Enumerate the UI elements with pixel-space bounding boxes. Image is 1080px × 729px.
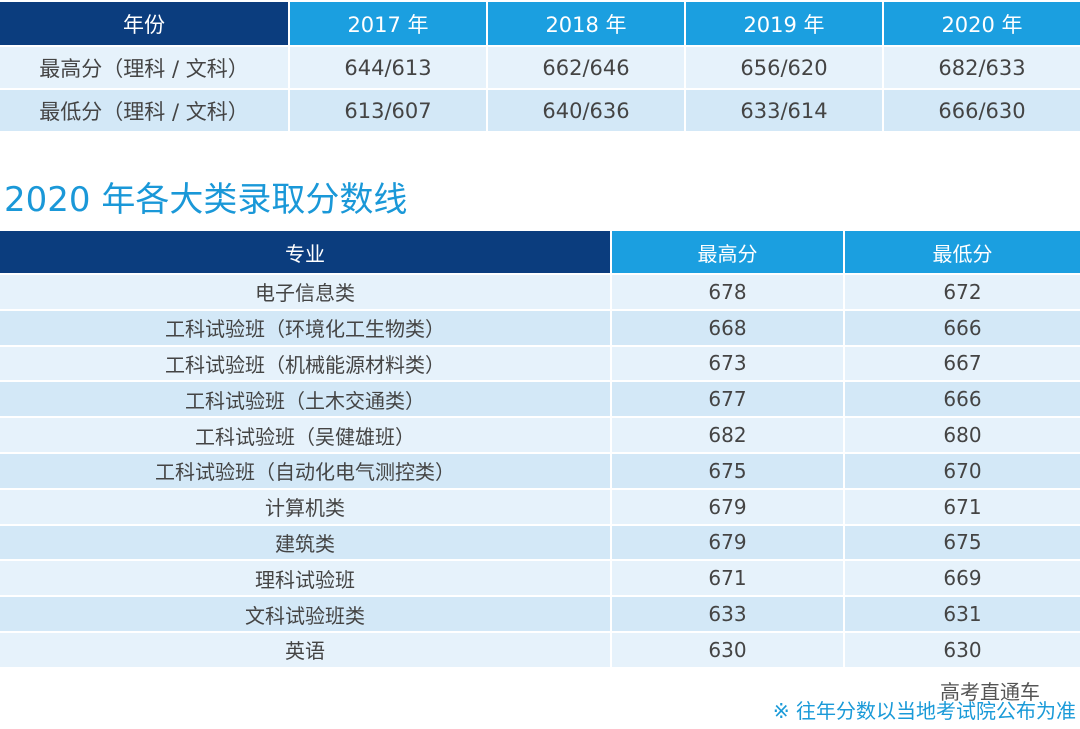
cell: 666/630 (884, 90, 1080, 131)
header-row: 年份 2017 年 2018 年 2019 年 2020 年 (0, 2, 1080, 45)
table-row: 电子信息类 678 672 (0, 275, 1080, 309)
cell: 656/620 (686, 47, 882, 88)
min-score: 675 (845, 525, 1080, 560)
major-name: 工科试验班（环境化工生物类） (0, 310, 610, 345)
header-2020: 2020 年 (884, 2, 1080, 45)
max-score: 675 (612, 453, 843, 488)
max-score: 630 (612, 632, 843, 667)
major-name: 工科试验班（土木交通类） (0, 382, 610, 417)
max-score: 671 (612, 561, 843, 596)
header-major: 专业 (0, 231, 610, 273)
header-min: 最低分 (845, 231, 1080, 273)
header-2017: 2017 年 (290, 2, 486, 45)
header-year: 年份 (0, 2, 288, 45)
row-label: 最低分（理科 / 文科） (0, 90, 288, 131)
max-score: 668 (612, 310, 843, 345)
table-row: 工科试验班（土木交通类） 677 666 (0, 382, 1080, 417)
min-score: 671 (845, 489, 1080, 524)
max-score: 678 (612, 275, 843, 309)
table-row: 英语 630 630 (0, 632, 1080, 667)
major-name: 工科试验班（机械能源材料类） (0, 346, 610, 381)
cell: 682/633 (884, 47, 1080, 88)
cell: 633/614 (686, 90, 882, 131)
cell: 640/636 (488, 90, 684, 131)
header-2018: 2018 年 (488, 2, 684, 45)
min-score: 672 (845, 275, 1080, 309)
major-name: 计算机类 (0, 489, 610, 524)
major-name: 工科试验班（自动化电气测控类） (0, 453, 610, 488)
major-name: 文科试验班类 (0, 597, 610, 631)
max-score: 682 (612, 418, 843, 452)
table-row: 计算机类 679 671 (0, 489, 1080, 524)
min-score: 630 (845, 632, 1080, 667)
major-name: 电子信息类 (0, 275, 610, 309)
yearly-score-table: 年份 2017 年 2018 年 2019 年 2020 年 最高分（理科 / … (0, 0, 1080, 133)
header-row: 专业 最高分 最低分 (0, 231, 1080, 273)
min-score: 666 (845, 382, 1080, 417)
table-row: 工科试验班（自动化电气测控类） 675 670 (0, 453, 1080, 488)
max-score: 679 (612, 525, 843, 560)
table-row: 最高分（理科 / 文科） 644/613 662/646 656/620 682… (0, 47, 1080, 88)
row-label: 最高分（理科 / 文科） (0, 47, 288, 88)
header-2019: 2019 年 (686, 2, 882, 45)
cell: 644/613 (290, 47, 486, 88)
cell: 613/607 (290, 90, 486, 131)
footnote: ※ 往年分数以当地考试院公布为准 (772, 699, 1076, 723)
watermark: 高考直通车 (940, 680, 1040, 704)
major-score-table: 专业 最高分 最低分 电子信息类 678 672 工科试验班（环境化工生物类） 668 6… (0, 229, 1080, 669)
table-row: 建筑类 679 675 (0, 525, 1080, 560)
table-row: 理科试验班 671 669 (0, 561, 1080, 596)
max-score: 679 (612, 489, 843, 524)
min-score: 680 (845, 418, 1080, 452)
major-name: 建筑类 (0, 525, 610, 560)
min-score: 667 (845, 346, 1080, 381)
section-title: 2020 年各大类录取分数线 (4, 180, 408, 220)
min-score: 670 (845, 453, 1080, 488)
min-score: 669 (845, 561, 1080, 596)
min-score: 666 (845, 310, 1080, 345)
max-score: 673 (612, 346, 843, 381)
major-name: 理科试验班 (0, 561, 610, 596)
table-row: 工科试验班（环境化工生物类） 668 666 (0, 310, 1080, 345)
major-name: 英语 (0, 632, 610, 667)
cell: 662/646 (488, 47, 684, 88)
max-score: 633 (612, 597, 843, 631)
min-score: 631 (845, 597, 1080, 631)
table-row: 文科试验班类 633 631 (0, 597, 1080, 631)
max-score: 677 (612, 382, 843, 417)
table-row: 工科试验班（吴健雄班） 682 680 (0, 418, 1080, 452)
table-row: 最低分（理科 / 文科） 613/607 640/636 633/614 666… (0, 90, 1080, 131)
major-name: 工科试验班（吴健雄班） (0, 418, 610, 452)
table-row: 工科试验班（机械能源材料类） 673 667 (0, 346, 1080, 381)
header-max: 最高分 (612, 231, 843, 273)
